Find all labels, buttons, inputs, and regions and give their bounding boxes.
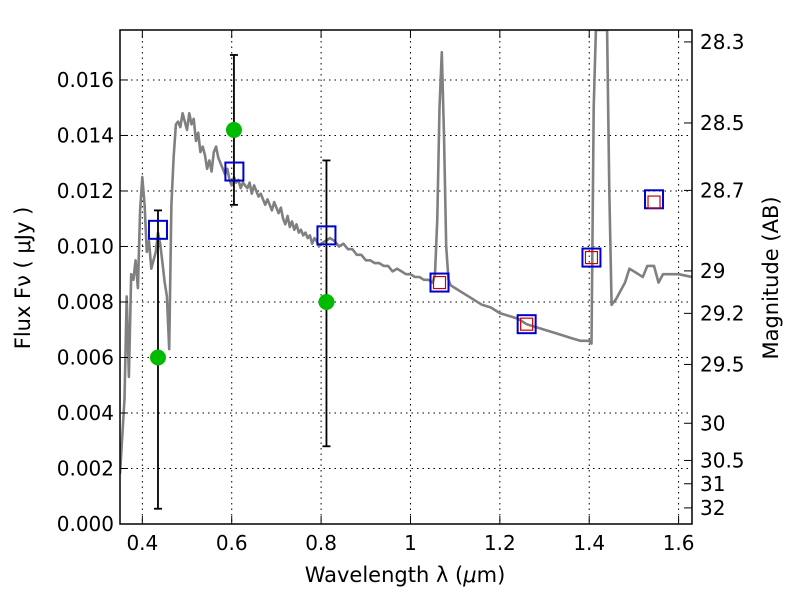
blue-square-marker xyxy=(224,161,245,182)
y-tick-label: 0.006 xyxy=(57,345,114,369)
sed-spectrum-line xyxy=(120,30,692,475)
right-tick-label: 30 xyxy=(700,411,725,435)
blue-square-marker xyxy=(147,219,168,240)
y-tick-label: 0.012 xyxy=(57,179,114,203)
y-tick-label: 0.000 xyxy=(57,512,114,536)
y-tick-label: 0.010 xyxy=(57,234,114,258)
y-tick-label: 0.008 xyxy=(57,290,114,314)
y-axis-label-right: Magnitude (AB) xyxy=(759,196,783,359)
sed-line-layer xyxy=(120,30,692,475)
red-square-marker xyxy=(432,275,447,290)
right-tick-label: 29.2 xyxy=(700,301,745,325)
x-axis-label-mu: μ xyxy=(462,563,476,587)
right-tick-label: 29.5 xyxy=(700,352,745,376)
x-tick-label: 1.6 xyxy=(663,531,695,555)
green-data-point xyxy=(318,293,335,310)
y-axis-label-left: Flux Fν ( μJy ) xyxy=(11,207,35,350)
y-tick-label: 0.002 xyxy=(57,456,114,480)
y-tick-label: 0.014 xyxy=(57,123,114,147)
right-tick-label: 32 xyxy=(700,496,725,520)
red-square-marker xyxy=(647,195,661,209)
ticks-layer: 0.4 0.6 0.8 1 1.2 1.4 1.6 0.000 0.002 0.004 0.006 0… xyxy=(57,30,745,555)
x-axis-label-suffix: m) xyxy=(477,563,506,587)
x-tick-label: 1.4 xyxy=(573,531,605,555)
blue-square-marker xyxy=(316,225,337,246)
x-tick-label: 1 xyxy=(404,531,417,555)
grid-lines xyxy=(120,30,692,525)
blue-square-marker xyxy=(516,314,537,335)
x-tick-label: 0.4 xyxy=(126,531,158,555)
x-axis-label-prefix: Wavelength λ ( xyxy=(305,563,464,587)
right-tick-label: 29 xyxy=(700,259,725,283)
plot-frame xyxy=(119,29,693,525)
green-data-point xyxy=(149,349,166,366)
right-tick-label: 30.5 xyxy=(700,448,745,472)
right-tick-label: 28.3 xyxy=(700,30,745,54)
x-tick-label: 1.2 xyxy=(484,531,516,555)
y-tick-label: 0.004 xyxy=(57,401,114,425)
red-square-marker xyxy=(584,250,599,265)
right-tick-label: 31 xyxy=(700,472,725,496)
x-tick-label: 0.6 xyxy=(216,531,248,555)
blue-square-marker xyxy=(429,272,450,293)
y-tick-label: 0.016 xyxy=(57,68,114,92)
blue-square-marker xyxy=(581,247,602,268)
right-tick-label: 28.7 xyxy=(700,178,745,202)
green-data-point xyxy=(225,121,242,138)
markers-layer xyxy=(147,121,665,366)
right-tick-label: 28.5 xyxy=(700,111,745,135)
x-axis-label: Wavelength λ (μm) xyxy=(305,563,506,587)
x-tick-label: 0.8 xyxy=(305,531,337,555)
red-square-marker xyxy=(520,317,534,331)
